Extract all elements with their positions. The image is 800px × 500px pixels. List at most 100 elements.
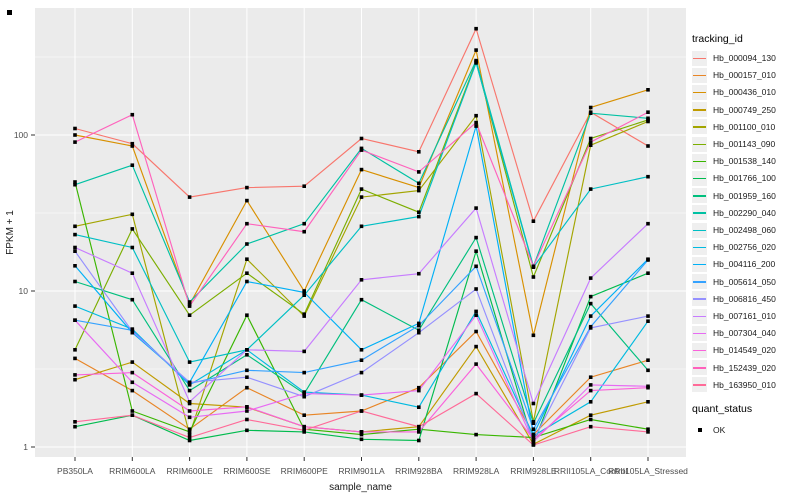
- data-point: [130, 212, 135, 217]
- legend-item-Hb_006816_450: Hb_006816_450: [692, 291, 776, 307]
- data-point: [245, 257, 249, 261]
- data-point: [130, 413, 135, 417]
- data-point: [73, 348, 77, 352]
- data-point: [73, 245, 77, 250]
- legend-key-swatch: [692, 119, 707, 135]
- legend-item-label: Hb_005614_050: [713, 276, 776, 287]
- data-point: [130, 388, 135, 393]
- data-point: [531, 440, 536, 444]
- data-point: [417, 405, 421, 409]
- data-point: [646, 271, 650, 275]
- legend-item-Hb_001766_100: Hb_001766_100: [692, 170, 776, 186]
- data-point: [646, 427, 650, 431]
- legend-panel: tracking_id Hb_000094_130 Hb_000157_010 Hb…: [690, 0, 800, 500]
- y-tick-label: 10: [19, 286, 29, 296]
- data-point: [531, 427, 536, 431]
- data-point: [474, 432, 478, 437]
- data-point: [474, 249, 478, 253]
- data-point: [73, 304, 77, 308]
- data-point: [73, 264, 77, 268]
- data-point: [359, 348, 364, 352]
- y-tick-label: 100: [14, 130, 28, 140]
- data-point: [245, 385, 249, 390]
- data-point: [73, 180, 77, 184]
- legend-key-swatch: [692, 377, 707, 393]
- x-tick-label: PB350LA: [57, 466, 93, 476]
- data-point: [588, 388, 593, 393]
- legend-item-Hb_001538_140: Hb_001538_140: [692, 153, 776, 169]
- data-point: [302, 312, 306, 316]
- data-point: [245, 368, 249, 373]
- legend-item-Hb_002290_040: Hb_002290_040: [692, 205, 776, 221]
- data-point: [474, 329, 478, 334]
- legend-key-swatch: [692, 360, 707, 376]
- legend-key-line: [693, 384, 706, 386]
- data-point: [245, 348, 249, 352]
- data-point: [359, 278, 364, 282]
- data-point: [302, 221, 306, 226]
- data-point: [646, 358, 650, 362]
- legend-item-Hb_007304_040: Hb_007304_040: [692, 325, 776, 341]
- data-point: [588, 417, 593, 422]
- data-point: [646, 88, 650, 92]
- legend-item-label: Hb_001766_100: [713, 173, 776, 184]
- legend-key-swatch: [692, 342, 707, 358]
- data-point: [646, 110, 650, 114]
- data-point: [302, 290, 306, 295]
- legend-item-Hb_014549_020: Hb_014549_020: [692, 342, 776, 358]
- legend-item-label: Hb_001100_010: [713, 121, 776, 132]
- data-point: [588, 136, 593, 141]
- data-point: [73, 373, 77, 377]
- data-point: [187, 388, 192, 393]
- data-point: [187, 313, 192, 317]
- legend-key-line: [693, 212, 706, 214]
- data-point: [646, 116, 650, 121]
- data-point: [646, 430, 650, 434]
- x-tick-label: RRIM928LA: [453, 466, 500, 476]
- data-point: [646, 221, 650, 226]
- legend-key-swatch: [692, 50, 707, 66]
- legend-key-line: [693, 263, 706, 266]
- data-point: [187, 427, 192, 431]
- data-point: [531, 333, 536, 338]
- data-point: [359, 297, 364, 302]
- data-point: [531, 401, 536, 406]
- legend-key-line: [693, 315, 706, 317]
- data-point: [359, 437, 364, 442]
- data-point: [130, 409, 135, 413]
- data-point: [474, 120, 478, 125]
- data-point: [73, 133, 77, 137]
- data-point: [187, 304, 192, 308]
- data-point: [474, 362, 478, 366]
- data-point: [359, 224, 364, 229]
- data-point: [359, 136, 364, 141]
- data-point: [187, 300, 192, 304]
- legend-key-swatch: [692, 256, 707, 272]
- data-point: [302, 413, 306, 417]
- data-point: [302, 293, 306, 297]
- x-tick-label: RRII105LA_Stressed: [608, 466, 688, 476]
- data-point: [417, 427, 421, 431]
- data-point: [73, 318, 77, 322]
- data-point: [646, 368, 650, 373]
- data-point: [417, 330, 421, 335]
- legend-key-swatch: [692, 274, 707, 290]
- legend-item-label: Hb_001538_140: [713, 156, 776, 167]
- data-point: [302, 391, 306, 396]
- data-point: [302, 424, 306, 429]
- data-point: [646, 144, 650, 148]
- data-point: [417, 321, 421, 326]
- data-point: [417, 214, 421, 219]
- legend-key-line: [693, 143, 706, 145]
- legend-item-Hb_002498_060: Hb_002498_060: [692, 222, 776, 238]
- legend-item-Hb_001143_090: Hb_001143_090: [692, 136, 775, 152]
- legend-item-label: Hb_002756_020: [713, 242, 776, 253]
- plot-panel: [35, 8, 686, 457]
- legend-key-swatch: [692, 291, 707, 307]
- data-point: [646, 258, 650, 262]
- data-point: [73, 224, 77, 229]
- legend-item-label: Hb_014549_020: [713, 345, 776, 356]
- x-tick-label: RRIM600LE: [166, 466, 213, 476]
- data-point: [474, 313, 478, 317]
